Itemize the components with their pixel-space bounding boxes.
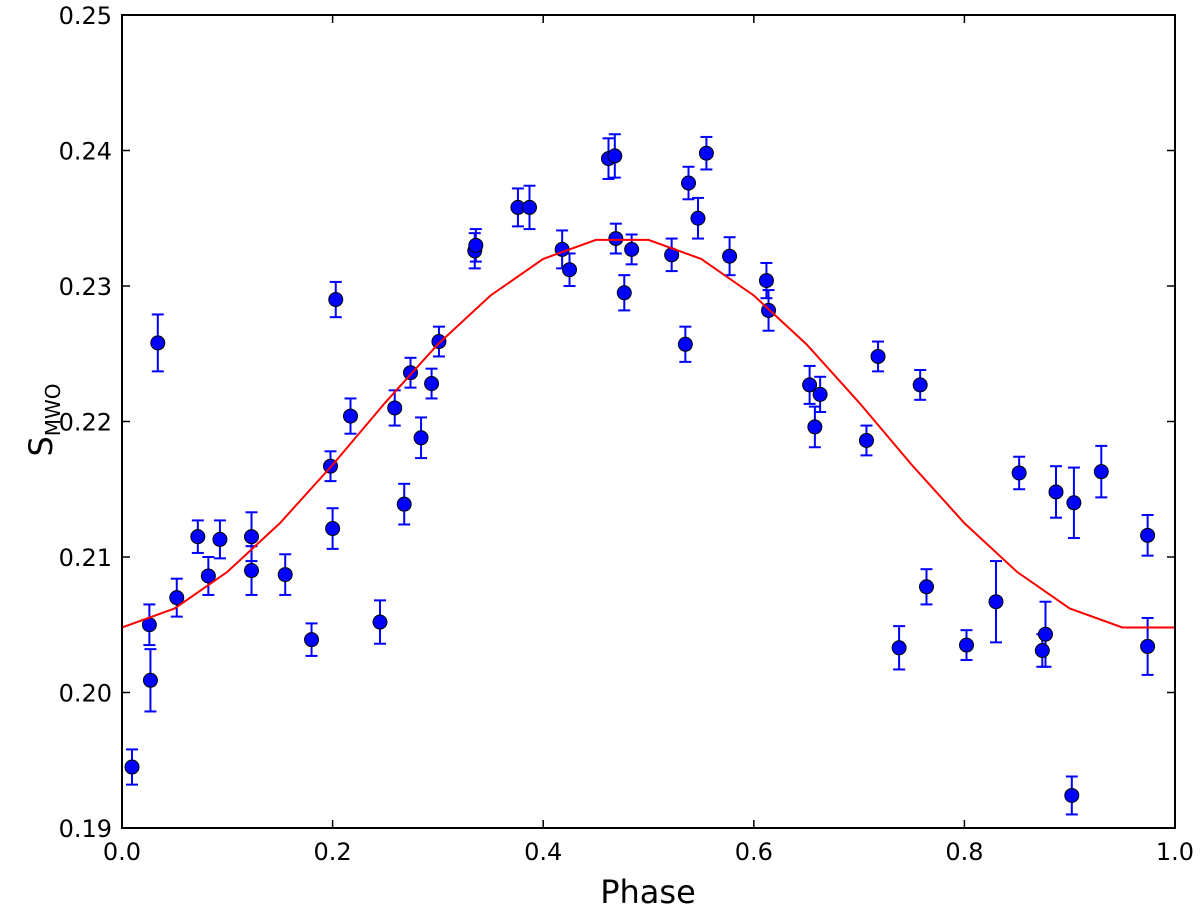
data-point [124,759,140,775]
data-point [169,590,185,606]
x-tick-label: 0.2 [314,838,352,866]
data-point [918,579,934,595]
data-point [1064,787,1080,803]
data-point [1066,495,1082,511]
data-point [959,637,975,653]
data-point [244,529,260,545]
data-point [396,496,412,512]
data-point [1011,465,1027,481]
y-tick-label: 0.23 [59,273,112,301]
y-tick-label: 0.19 [59,815,112,843]
data-point [325,521,341,537]
data-point [677,336,693,352]
data-point [758,273,774,289]
y-tick-label: 0.24 [59,138,112,166]
data-point [431,334,447,350]
data-point [200,568,216,584]
data-point [424,376,440,392]
data-point [372,614,388,630]
data-point [891,640,907,656]
data-point [190,529,206,545]
fit-curve [121,238,1175,629]
data-point [468,237,484,253]
data-point [812,386,828,402]
data-point [690,210,706,226]
data-point [562,262,578,278]
data-point [1093,464,1109,480]
data-point [1140,527,1156,543]
data-point [807,419,823,435]
data-point [142,672,158,688]
data-point [988,594,1004,610]
y-tick-label: 0.25 [59,2,112,30]
data-point [802,377,818,393]
data-point [1140,638,1156,654]
x-tick-label: 0.8 [945,838,983,866]
data-point [607,148,623,164]
data-point [328,292,344,308]
x-tick-label: 0.4 [524,838,562,866]
x-tick-label: 1.0 [1156,838,1194,866]
x-tick-label: 0.0 [103,838,141,866]
data-point [858,432,874,448]
data-point [277,567,293,583]
data-point [387,400,403,416]
y-axis-label: SMWO [22,383,65,456]
y-tick-label: 0.20 [59,680,112,708]
data-point [413,430,429,446]
data-point [912,377,928,393]
data-point [150,335,166,351]
data-point [608,231,624,247]
data-point [244,563,260,579]
data-point [343,408,359,424]
y-axis-label-sub: MWO [41,383,65,436]
x-tick-label: 0.6 [735,838,773,866]
data-point [304,632,320,648]
data-point [212,531,228,547]
plot-frame [121,14,1176,829]
y-tick-label: 0.22 [59,409,112,437]
data-point [1048,484,1064,500]
y-tick-label: 0.21 [59,544,112,572]
data-point [522,199,538,215]
data-point [870,348,886,364]
data-point [1034,642,1050,658]
y-axis-label-main: S [22,436,60,456]
data-point [1037,626,1053,642]
data-point [681,175,697,191]
data-point [698,145,714,161]
data-point [722,248,738,264]
data-point [624,241,640,257]
x-axis-label: Phase [600,873,696,910]
data-point [616,285,632,301]
